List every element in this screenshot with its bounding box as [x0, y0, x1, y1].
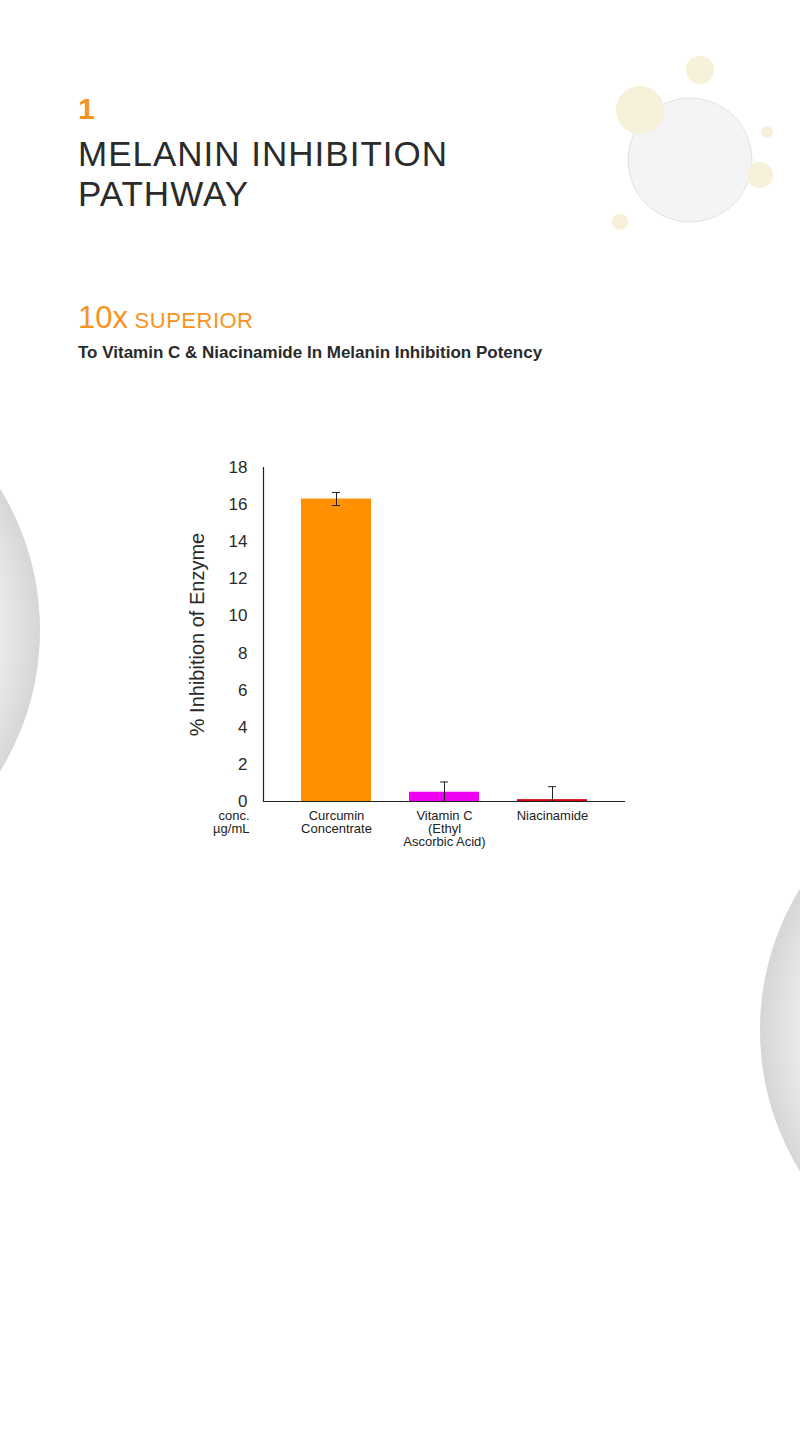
svg-text:10: 10 — [229, 606, 248, 625]
svg-text:14: 14 — [229, 532, 248, 551]
html-text:To Vitamin C & Niacinamide In: To Vitamin C & Niacinamide In Melanin In… — [78, 343, 543, 362]
svg-text:conc.µg/mL: conc.µg/mL — [213, 808, 249, 836]
svg-text:4: 4 — [238, 718, 247, 737]
svg-text:16: 16 — [229, 495, 248, 514]
html-text:10xSUPERIOR: 10xSUPERIOR — [78, 300, 254, 335]
svg-text:Vitamin C(EthylAscorbic Acid): Vitamin C(EthylAscorbic Acid) — [403, 808, 485, 849]
svg-text:0: 0 — [238, 791, 248, 811]
html-text:1: 1 — [78, 92, 95, 125]
html-text:MELANIN INHIBITION PATHWAY: MELANIN INHIBITION PATHWAY — [78, 134, 448, 213]
svg-text:18: 18 — [229, 458, 248, 477]
svg-text:% Inhibition of Enzyme: % Inhibition of Enzyme — [186, 533, 208, 736]
svg-text:Niacinamide: Niacinamide — [517, 808, 589, 823]
svg-text:6: 6 — [238, 681, 247, 700]
svg-text:CurcuminConcentrate: CurcuminConcentrate — [301, 808, 372, 836]
svg-text:12: 12 — [229, 569, 248, 588]
svg-text:8: 8 — [238, 643, 247, 662]
svg-text:2: 2 — [238, 755, 247, 774]
